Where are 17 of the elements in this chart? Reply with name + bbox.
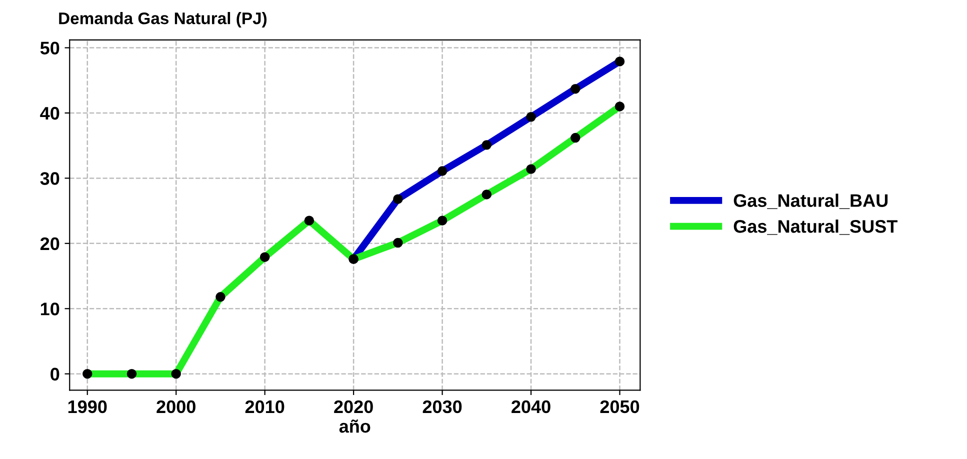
chart-title: Demanda Gas Natural (PJ) <box>59 12 267 28</box>
legend-label: Gas_Natural_BAU <box>734 194 888 209</box>
y-tick-label: 20 <box>40 237 60 250</box>
x-tick-label: 2010 <box>245 400 284 414</box>
x-tick-label: 2020 <box>334 400 373 414</box>
y-tick-label: 10 <box>40 302 60 316</box>
y-tick-label: 30 <box>40 172 60 185</box>
y-tick-label: 0 <box>50 368 60 381</box>
x-tick-label: 2000 <box>156 400 196 414</box>
x-tick-label: 2040 <box>512 400 550 414</box>
x-tick-label: 1990 <box>68 400 107 414</box>
y-tick-label: 40 <box>40 106 60 120</box>
x-axis-title: año <box>339 420 370 433</box>
x-tick-label: 2030 <box>422 400 462 414</box>
x-tick-label: 2050 <box>600 400 640 414</box>
y-tick-label: 50 <box>40 42 60 54</box>
legend-label: Gas_Natural_SUST <box>734 220 898 235</box>
